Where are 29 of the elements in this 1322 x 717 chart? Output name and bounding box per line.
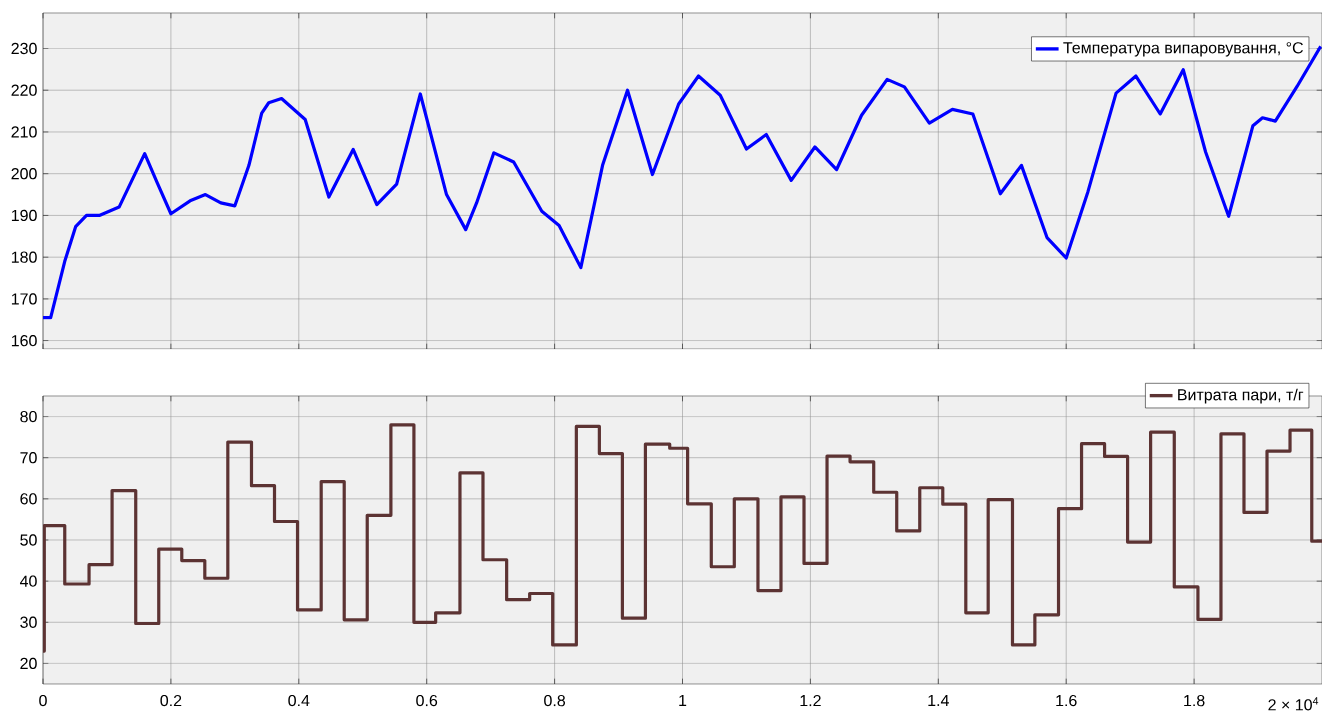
y-tick-label: 180 (11, 251, 37, 263)
y-tick-label: 220 (11, 84, 37, 96)
x-tick-label: 1.2 (800, 694, 821, 707)
x-tick-label: 0.2 (160, 694, 182, 707)
y-tick-label: 230 (11, 42, 37, 55)
y-tick-label: 210 (11, 126, 37, 138)
y-tick-label: 20 (20, 657, 37, 670)
x-tick-label: 0 (39, 694, 47, 707)
line-series (43, 44, 1322, 320)
x-tick-label: 0.8 (544, 694, 566, 707)
x-tick-label: 1.4 (928, 694, 949, 706)
y-tick-label: 30 (20, 616, 37, 628)
y-tick-label: 80 (20, 410, 37, 423)
y-tick-label: 70 (20, 452, 37, 464)
x-tick-label: 1 (679, 694, 687, 706)
x-tick-label: 1.8 (1184, 694, 1205, 707)
x-tick-label: 0.6 (416, 694, 438, 707)
text: 2 × 10$^{4}$ (1268, 697, 1319, 711)
legend-label: Температура випаровування, °C (1063, 42, 1303, 57)
y-tick-label: 40 (19, 575, 37, 587)
y-tick-label: 170 (11, 293, 37, 305)
y-tick-label: 190 (11, 209, 37, 222)
legend-label: Витрата пари, т/г (1178, 388, 1304, 404)
y-tick-label: 160 (11, 335, 37, 347)
y-tick-label: 60 (20, 493, 37, 505)
x-tick-label: 0.4 (288, 694, 310, 707)
y-tick-label: 50 (20, 534, 37, 546)
x-tick-label: 1.6 (1056, 694, 1077, 707)
y-tick-label: 200 (11, 168, 37, 180)
